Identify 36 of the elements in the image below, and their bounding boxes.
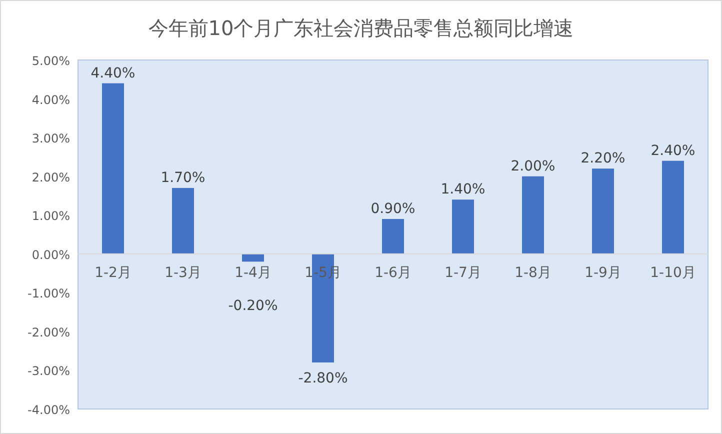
x-tick-label: 1-3月 [164,264,202,281]
data-label: 4.40% [90,65,136,82]
data-label: 0.90% [370,200,416,217]
x-tick-label: 1-4月 [234,264,272,281]
y-tick-label: 0.00% [32,248,70,262]
x-tick-label: 1-7月 [444,264,482,281]
data-label: -2.80% [298,370,348,386]
y-tick-label: -3.00% [28,364,70,378]
data-label: 2.20% [580,150,626,167]
bar [592,168,614,254]
data-label: 2.40% [650,142,696,159]
x-tick-label: 1-2月 [94,264,132,281]
y-tick-label: 3.00% [32,132,70,146]
bar [242,254,264,262]
y-tick-label: -4.00% [28,403,70,417]
data-label: 1.70% [160,170,206,186]
chart-title: 今年前10个月广东社会消费品零售总额同比增速 [148,16,574,40]
data-label: -0.20% [228,298,278,314]
bar [662,160,684,254]
bar [382,218,404,254]
bar [452,200,474,254]
x-tick-label: 1-6月 [374,264,412,281]
y-tick-label: -1.00% [28,286,70,301]
data-label: 2.00% [510,158,556,174]
data-label: 1.40% [440,182,486,198]
bar [102,83,124,254]
x-tick-label: 1-8月 [514,264,552,281]
y-tick-label: 2.00% [32,170,70,184]
bar [172,188,194,254]
y-tick-label: 1.00% [32,209,70,224]
y-tick-label: 5.00% [32,54,70,68]
bar [522,176,544,254]
y-tick-label: -2.00% [28,325,70,340]
y-tick-label: 4.00% [32,92,70,107]
x-tick-label: 1-9月 [584,264,622,281]
x-tick-label: 1-10月 [650,264,696,281]
